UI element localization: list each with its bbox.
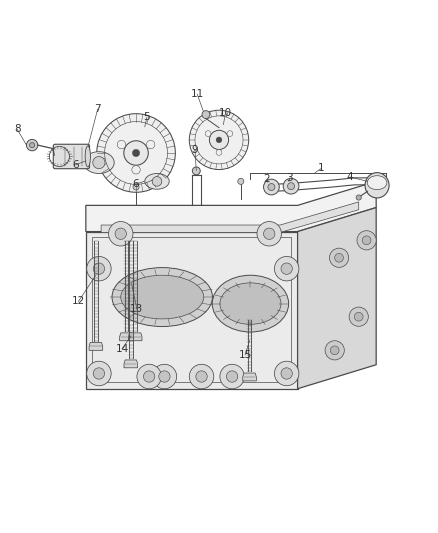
Circle shape <box>29 142 35 148</box>
Circle shape <box>268 183 275 190</box>
Circle shape <box>87 361 111 386</box>
Text: 10: 10 <box>219 108 232 118</box>
Polygon shape <box>89 343 102 350</box>
Text: 15: 15 <box>239 350 252 360</box>
Text: 14: 14 <box>116 344 129 353</box>
Text: 4: 4 <box>346 172 353 182</box>
Circle shape <box>87 256 111 281</box>
Circle shape <box>349 307 368 326</box>
Polygon shape <box>84 152 114 174</box>
Text: 2: 2 <box>264 174 270 184</box>
Circle shape <box>283 179 299 194</box>
Circle shape <box>362 236 371 245</box>
Circle shape <box>196 371 207 382</box>
Circle shape <box>329 248 349 268</box>
FancyBboxPatch shape <box>53 144 89 169</box>
Circle shape <box>227 131 233 136</box>
Text: 3: 3 <box>286 173 293 183</box>
Circle shape <box>97 114 175 192</box>
Polygon shape <box>86 231 297 389</box>
Circle shape <box>132 149 140 157</box>
Polygon shape <box>120 333 133 341</box>
Circle shape <box>132 166 140 174</box>
Circle shape <box>152 364 177 389</box>
Text: 6: 6 <box>132 180 138 189</box>
Circle shape <box>205 131 211 136</box>
Circle shape <box>335 253 343 262</box>
Text: 8: 8 <box>14 124 21 134</box>
Circle shape <box>144 371 155 382</box>
Circle shape <box>115 228 127 239</box>
Circle shape <box>330 346 339 354</box>
Circle shape <box>264 228 275 239</box>
Text: 1: 1 <box>318 163 325 173</box>
Circle shape <box>325 341 344 360</box>
Circle shape <box>159 371 170 382</box>
Text: 6: 6 <box>72 160 79 170</box>
Circle shape <box>93 263 105 274</box>
Circle shape <box>117 140 126 149</box>
Ellipse shape <box>367 176 387 190</box>
Polygon shape <box>128 333 142 341</box>
Circle shape <box>146 140 155 149</box>
Text: 5: 5 <box>144 112 150 122</box>
Circle shape <box>93 368 105 379</box>
Polygon shape <box>145 174 169 189</box>
Ellipse shape <box>220 283 281 325</box>
Circle shape <box>189 110 249 169</box>
Text: 13: 13 <box>130 304 144 314</box>
Circle shape <box>133 184 139 190</box>
Circle shape <box>357 231 376 250</box>
Polygon shape <box>297 207 376 389</box>
Circle shape <box>216 137 222 143</box>
Ellipse shape <box>365 173 389 198</box>
Circle shape <box>226 371 238 382</box>
Ellipse shape <box>112 268 212 327</box>
Circle shape <box>275 361 299 386</box>
Ellipse shape <box>85 146 90 167</box>
Circle shape <box>189 364 214 389</box>
Circle shape <box>152 176 162 186</box>
Text: 12: 12 <box>72 296 85 306</box>
Circle shape <box>264 179 279 195</box>
Circle shape <box>93 157 105 169</box>
Circle shape <box>281 263 292 274</box>
Circle shape <box>202 111 210 118</box>
Circle shape <box>209 130 229 149</box>
Circle shape <box>109 222 133 246</box>
Text: 9: 9 <box>192 146 198 155</box>
Circle shape <box>220 364 244 389</box>
Circle shape <box>124 141 148 165</box>
Circle shape <box>288 183 294 190</box>
Ellipse shape <box>212 275 289 332</box>
Ellipse shape <box>121 275 204 319</box>
Circle shape <box>354 312 363 321</box>
Polygon shape <box>86 181 376 231</box>
Text: 7: 7 <box>94 104 101 114</box>
Polygon shape <box>101 202 359 232</box>
Circle shape <box>216 150 222 155</box>
Text: 11: 11 <box>191 89 204 99</box>
Circle shape <box>238 179 244 184</box>
Circle shape <box>281 368 292 379</box>
Circle shape <box>26 140 38 151</box>
Polygon shape <box>243 373 256 381</box>
Circle shape <box>192 167 200 175</box>
Circle shape <box>137 364 161 389</box>
Circle shape <box>275 256 299 281</box>
Circle shape <box>356 195 361 200</box>
Circle shape <box>257 222 282 246</box>
Polygon shape <box>124 360 138 368</box>
